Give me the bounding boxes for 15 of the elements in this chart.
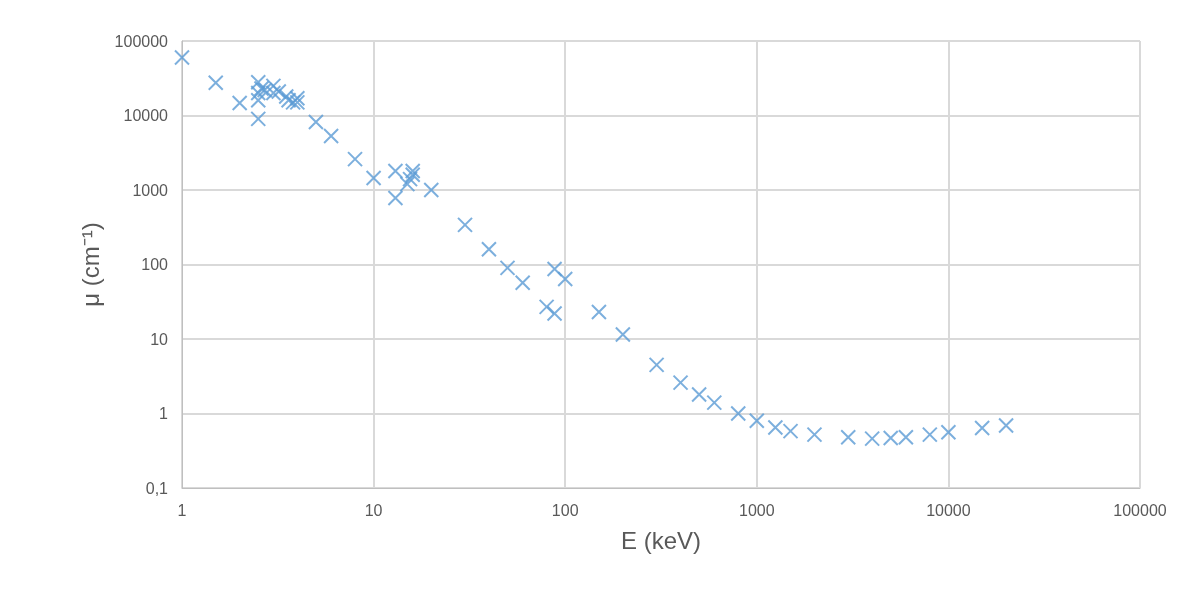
x-tick-label: 100000 — [1113, 501, 1167, 519]
y-tick-label: 1000 — [132, 181, 169, 199]
x-tick-label: 1 — [177, 501, 187, 519]
y-tick-label: 100000 — [114, 32, 169, 50]
y-tick-label: 10 — [150, 330, 169, 348]
y-axis-title: μ (cm⁻¹) — [76, 222, 104, 307]
x-tick-label: 1000 — [739, 501, 775, 519]
y-tick-label: 1 — [159, 405, 169, 422]
y-tick-label: 10000 — [123, 107, 169, 124]
y-tick-label: 100 — [141, 256, 169, 273]
x-tick-label: 10000 — [926, 501, 971, 519]
x-tick-label: 100 — [551, 501, 579, 519]
x-tick-label: 10 — [364, 501, 383, 519]
y-tick-label: 0,1 — [145, 479, 169, 497]
x-axis-title: E (keV) — [620, 526, 702, 554]
